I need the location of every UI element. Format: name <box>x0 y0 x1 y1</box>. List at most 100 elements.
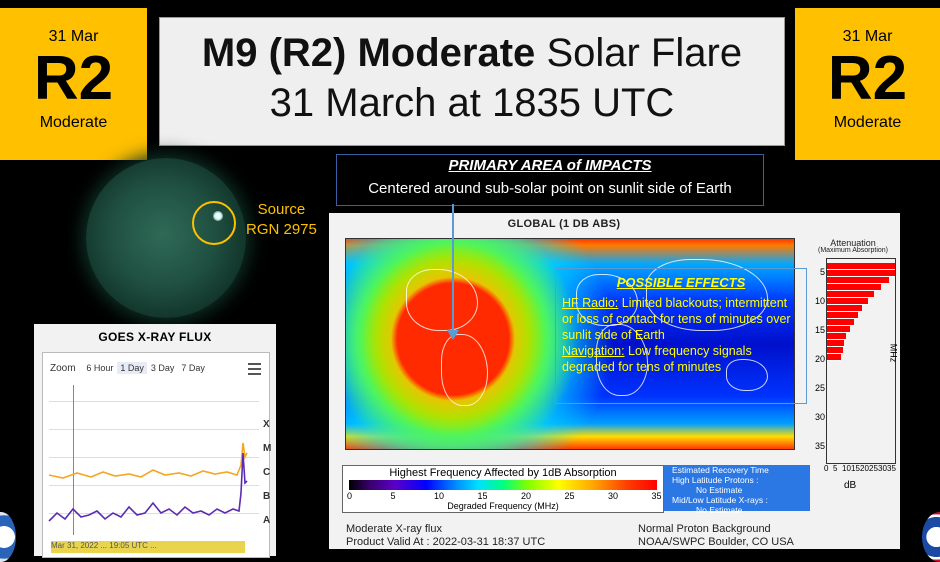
hfa-tick: 20 <box>521 491 532 501</box>
source-label: Source RGN 2975 <box>246 200 317 240</box>
title-line-2: 31 March at 1835 UTC <box>269 81 675 125</box>
hfa-heading: Highest Frequency Affected by 1dB Absorp… <box>389 467 617 479</box>
footer-flux: Moderate X-ray flux <box>346 523 442 535</box>
db-tick: 0 <box>824 464 829 473</box>
coastline <box>406 269 478 331</box>
attenuation-bar <box>827 340 845 347</box>
mhz-tick: 5 <box>819 267 825 277</box>
primary-text: Centered around sub-solar point on sunli… <box>368 180 732 197</box>
global-footer: Moderate X-ray flux Product Valid At : 2… <box>342 521 882 551</box>
short-channel-line <box>48 452 248 522</box>
flux-class-label: B <box>263 491 271 502</box>
db-tick: 30 <box>878 464 887 473</box>
badge-code: R2 <box>827 44 908 113</box>
effects-nav: Navigation: Low frequency signals degrad… <box>556 343 806 375</box>
attenuation-bar <box>827 277 890 284</box>
db-tick: 10 <box>842 464 851 473</box>
attenuation-bar <box>827 312 859 319</box>
absorption-map <box>345 238 795 450</box>
goes-xray-panel: GOES X-RAY FLUX Zoom 6 Hour 1 Day 3 Day 7 D… <box>34 324 276 558</box>
attenuation-bar <box>827 270 895 277</box>
impact-arrow-head <box>447 330 459 340</box>
mhz-label: MHz <box>888 343 899 363</box>
badge-level: Moderate <box>39 114 108 131</box>
badge-level: Moderate <box>833 114 902 131</box>
flux-class-label: M <box>263 443 272 454</box>
zoom-option[interactable]: 7 Day <box>181 363 205 373</box>
coastline <box>646 259 768 331</box>
hfa-tick: 0 <box>347 491 353 501</box>
attenuation-bars: 5 10 15 20 25 30 35 <box>815 258 896 464</box>
attenuation-bar <box>827 326 851 333</box>
recovery-high-label: High Latitude Protons : <box>672 475 759 485</box>
footer-valid: Product Valid At : 2022-03-31 18:37 UTC <box>346 536 546 548</box>
hfa-colorbar: Highest Frequency Affected by 1dB Absorp… <box>342 465 664 513</box>
attenuation-bar <box>827 347 843 354</box>
hfa-tick: 15 <box>477 491 488 501</box>
attenuation-bar <box>827 298 868 305</box>
zoom-option[interactable]: 6 Hour <box>86 363 114 373</box>
badge-date: 31 Mar <box>48 28 99 45</box>
impact-arrow <box>452 204 454 336</box>
recovery-mid-label: Mid/Low Latitude X-rays : <box>672 495 768 505</box>
db-tick: 20 <box>860 464 869 473</box>
mhz-tick: 20 <box>814 354 825 364</box>
zoom-option[interactable]: 1 Day <box>117 362 147 374</box>
recovery-high-value: No Estimate <box>696 485 743 495</box>
nav-label: Navigation: <box>562 344 625 358</box>
noaa-logo <box>0 512 16 562</box>
title-bold: M9 (R2) Moderate <box>201 31 536 75</box>
coastline <box>726 359 768 391</box>
right-scale-badge: 31 Mar R2 Moderate <box>795 8 940 160</box>
attenuation-bar <box>827 319 855 326</box>
recovery-box: Estimated Recovery Time High Latitude Pr… <box>664 465 810 515</box>
goes-axis <box>73 385 74 535</box>
primary-heading: PRIMARY AREA of IMPACTS <box>448 157 652 174</box>
effects-heading: POSSIBLE EFFECTS <box>616 275 746 290</box>
db-tick: 35 <box>887 464 896 473</box>
recovery-title: Estimated Recovery Time <box>672 465 769 475</box>
attenuation-bar <box>827 263 895 270</box>
attenuation-bar <box>827 354 841 361</box>
goes-title: GOES X-RAY FLUX <box>98 330 212 344</box>
global-absorption-panel: GLOBAL (1 DB ABS) Attenuation (Maximum A… <box>329 213 900 549</box>
db-tick: 5 <box>833 464 838 473</box>
db-tick: 15 <box>851 464 860 473</box>
nws-logo <box>922 512 940 562</box>
left-scale-badge: 31 Mar R2 Moderate <box>0 8 147 160</box>
attenuation-bar <box>827 291 874 298</box>
source-circle <box>192 201 236 245</box>
source-line-2: RGN 2975 <box>246 221 317 238</box>
hfa-tick: 25 <box>564 491 575 501</box>
hamburger-menu-icon[interactable] <box>248 363 261 378</box>
hfa-axis-label: Degraded Frequency (MHz) <box>447 501 559 511</box>
attenuation-scale: Attenuation (Maximum Absorption) 5 10 15 20… <box>808 238 898 491</box>
mhz-tick: 30 <box>814 412 825 422</box>
attenuation-title: Attenuation <box>830 238 876 248</box>
zoom-label: Zoom <box>50 363 76 374</box>
hfa-tick: 30 <box>608 491 619 501</box>
nav-text: Low frequency signals degraded for tens … <box>562 344 752 374</box>
hfa-tick: 10 <box>434 491 445 501</box>
global-title: GLOBAL (1 DB ABS) <box>507 218 621 230</box>
badge-date: 31 Mar <box>842 28 893 45</box>
footer-org: NOAA/SWPC Boulder, CO USA <box>638 536 794 548</box>
effects-hf: HF Radio: Limited blackouts; intermitten… <box>556 295 806 343</box>
hf-text: Limited blackouts; intermittent or loss … <box>562 296 791 342</box>
recovery-mid-value: No Estimate <box>696 505 743 515</box>
attenuation-bar <box>827 333 847 340</box>
mhz-tick: 15 <box>814 325 825 335</box>
attenuation-subtitle: (Maximum Absorption) <box>817 247 889 254</box>
hf-label: HF Radio: <box>562 296 619 310</box>
possible-effects-box: POSSIBLE EFFECTS HF Radio: Limited black… <box>555 268 807 404</box>
flux-class-label: X <box>263 419 270 430</box>
time-navigator[interactable]: Mar 31, 2022 ... 19:05 UTC ... <box>51 541 245 553</box>
badge-code: R2 <box>33 44 114 113</box>
mhz-tick: 35 <box>814 441 825 451</box>
hfa-gradient <box>349 480 657 490</box>
zoom-option[interactable]: 3 Day <box>150 363 175 373</box>
goes-flux-lines <box>48 442 248 522</box>
footer-proton: Normal Proton Background <box>638 523 771 535</box>
db-tick: 25 <box>869 464 878 473</box>
mhz-tick: 25 <box>814 383 825 393</box>
